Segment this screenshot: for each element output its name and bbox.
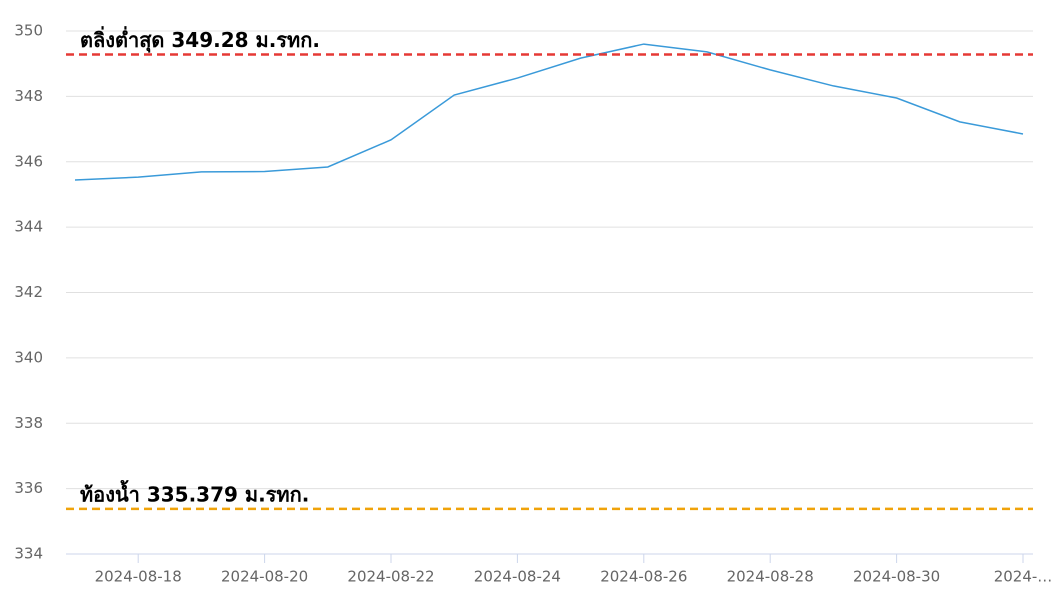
x-tick-label: 2024-08-30 — [853, 568, 940, 586]
x-tick-label: 2024-… — [994, 568, 1053, 586]
x-tick-label: 2024-08-22 — [347, 568, 434, 586]
data-line — [74, 43, 1024, 181]
y-tick-label: 350 — [14, 22, 43, 40]
y-tick-label: 334 — [14, 545, 43, 563]
y-tick-label: 338 — [14, 414, 43, 432]
reference-label: ตลิ่งต่ำสุด 349.28 ม.รทก. — [80, 25, 320, 53]
x-tick-label: 2024-08-26 — [600, 568, 687, 586]
y-tick-label: 340 — [14, 348, 43, 366]
x-tick-label: 2024-08-24 — [474, 568, 561, 586]
x-tick-label: 2024-08-20 — [221, 568, 308, 586]
y-tick-label: 342 — [14, 283, 43, 301]
y-tick-label: 344 — [14, 218, 43, 236]
y-tick-label: 348 — [14, 87, 43, 105]
y-tick-label: 346 — [14, 152, 43, 170]
x-tick-label: 2024-08-18 — [95, 568, 182, 586]
reference-label: ท้องน้ำ 335.379 ม.รทก. — [80, 479, 309, 506]
x-tick-label: 2024-08-28 — [727, 568, 814, 586]
y-tick-label: 336 — [14, 479, 43, 497]
